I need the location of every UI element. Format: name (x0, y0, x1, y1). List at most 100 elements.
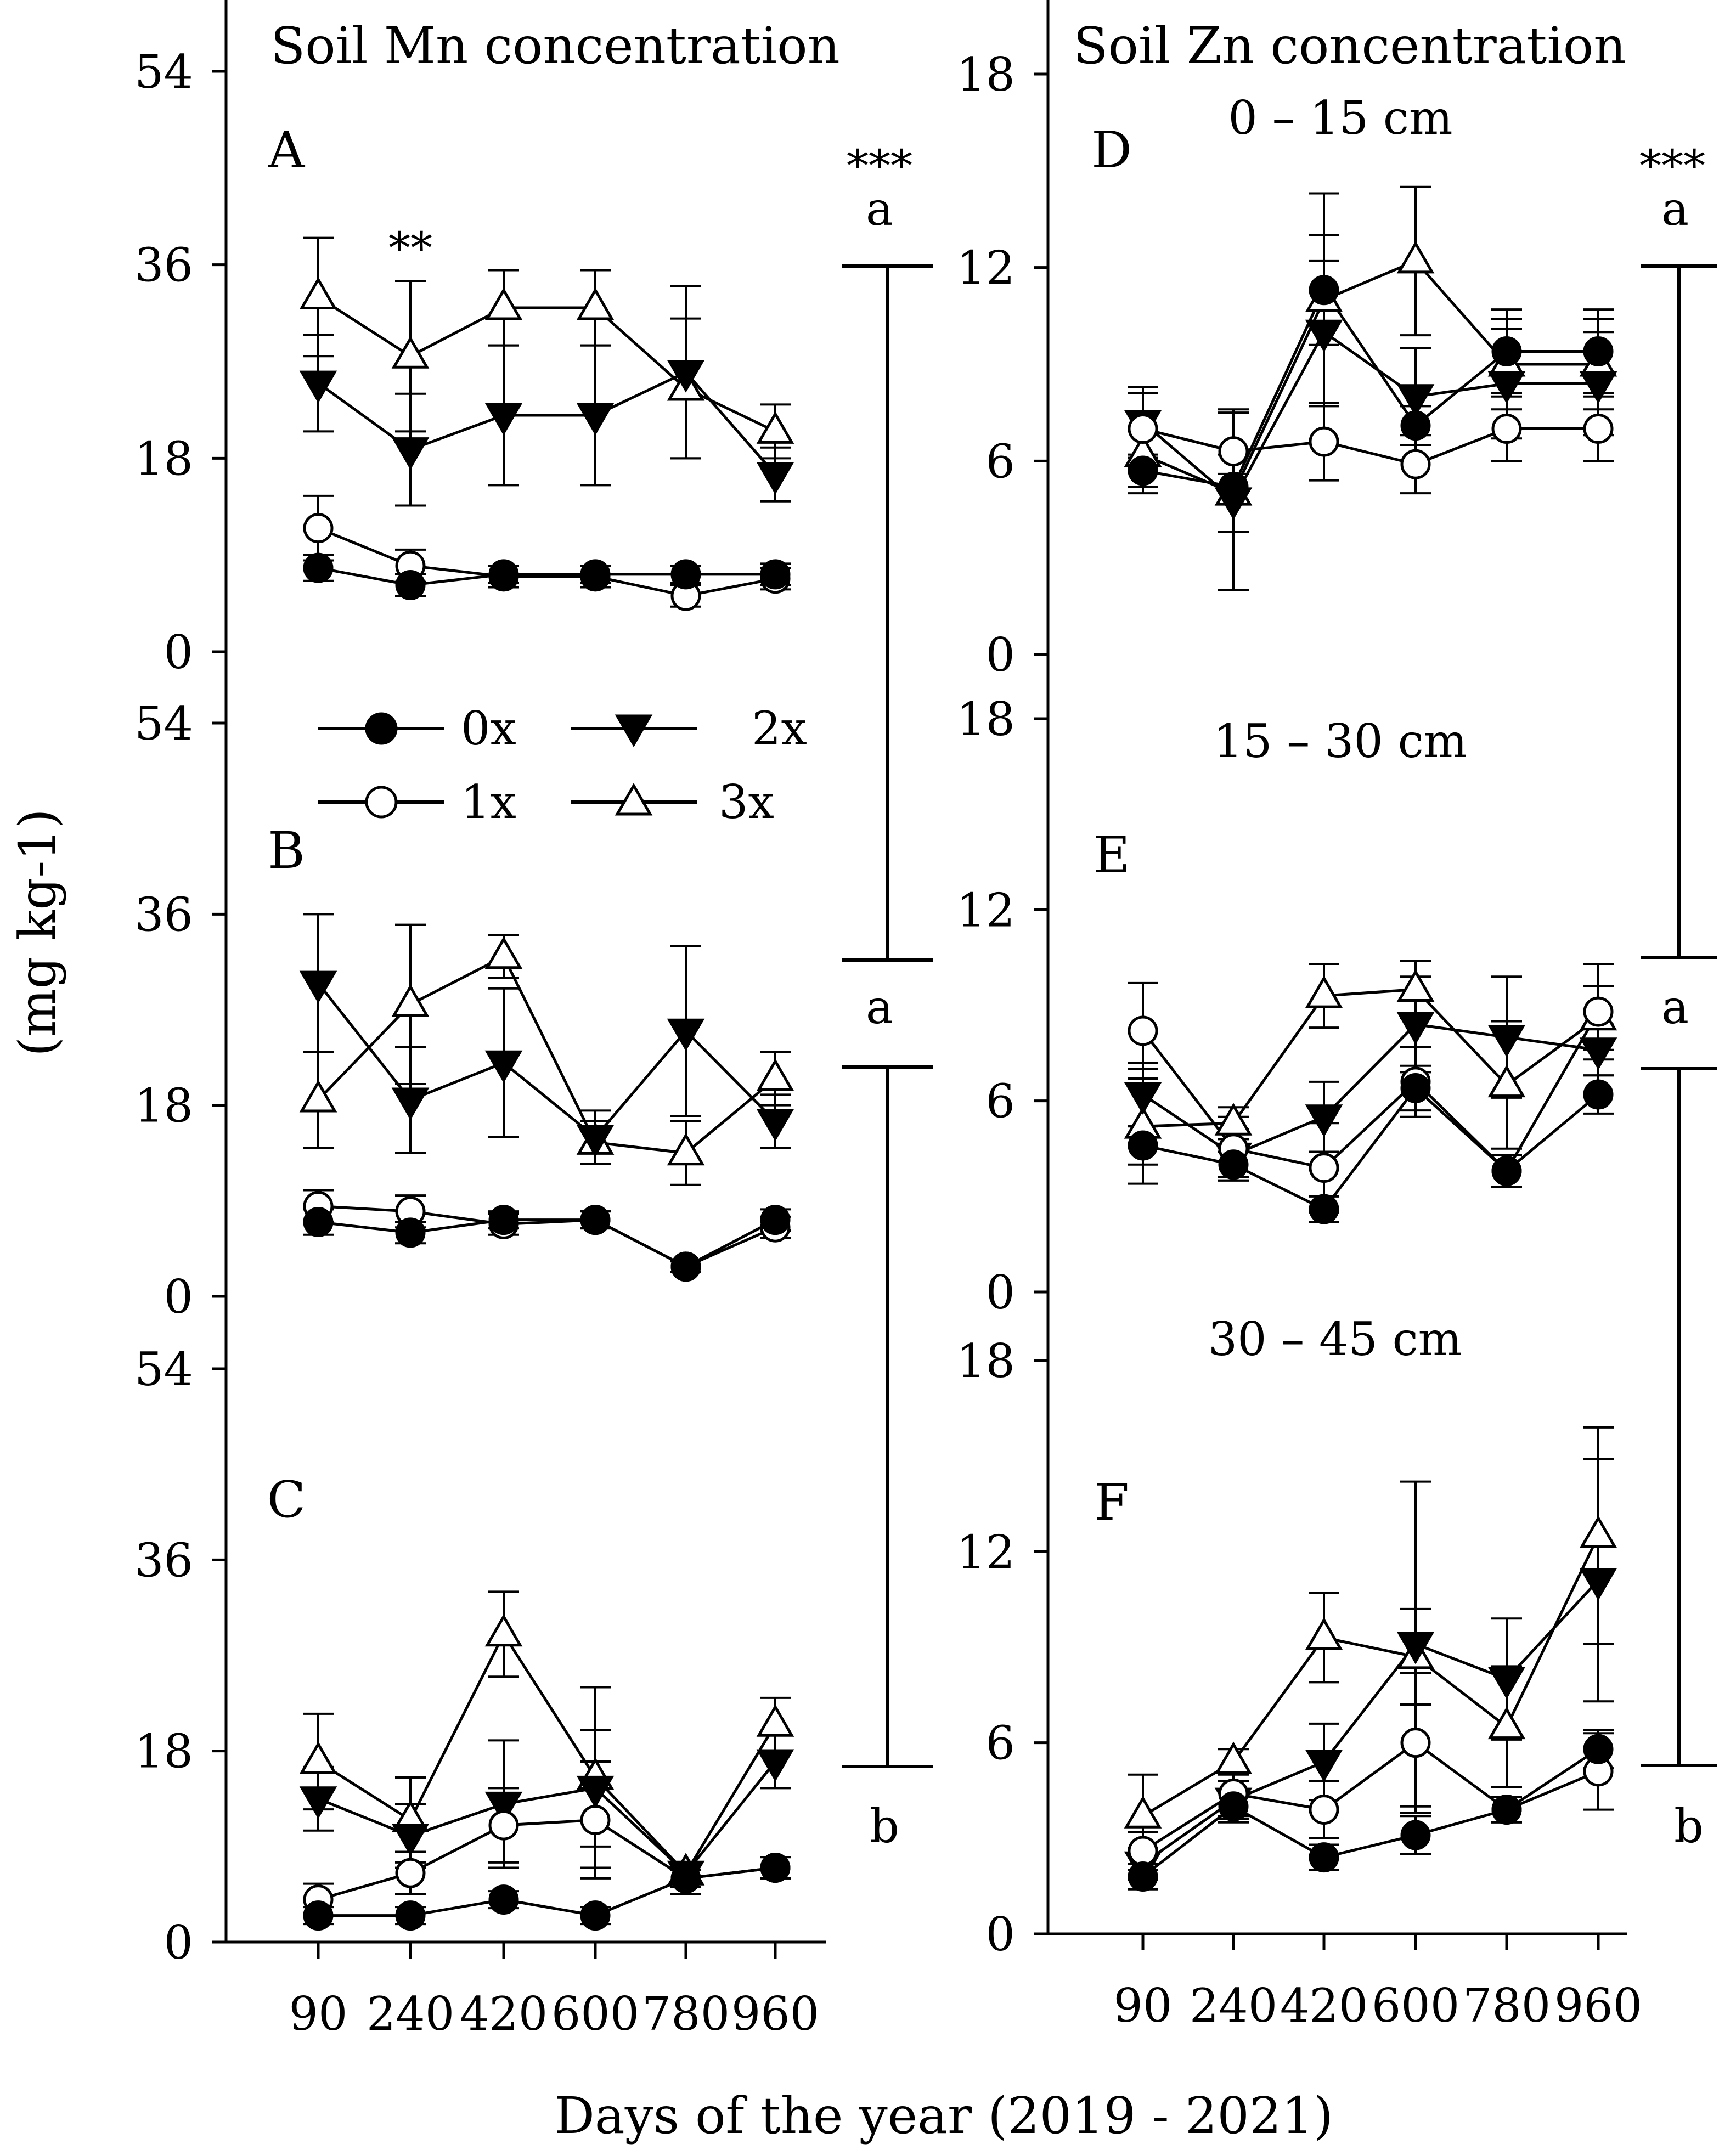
data-point-0x (1491, 1155, 1522, 1186)
data-point-2x (756, 1109, 794, 1142)
y-tick-label: 12 (956, 241, 1015, 295)
data-point-2x (1579, 1037, 1617, 1070)
data-point-2x (299, 370, 337, 404)
data-point-1x (1583, 414, 1614, 444)
data-point-2x (667, 360, 705, 393)
data-point-0x (670, 559, 701, 590)
data-point-2x (484, 1791, 523, 1825)
legend-marker-3x (615, 782, 653, 816)
y-tick-label: 36 (134, 239, 193, 292)
data-point-0x (303, 1900, 334, 1931)
panel-letter-C: C (267, 1470, 306, 1529)
y-tick-label: 12 (956, 883, 1015, 937)
data-point-1x (395, 1858, 426, 1888)
data-point-0x (670, 1251, 701, 1282)
data-point-0x (670, 1863, 701, 1894)
data-point-0x (303, 552, 334, 583)
x-axis-title: Days of the year (2019 - 2021) (554, 2086, 1333, 2145)
depth-label-0-15: 0 – 15 cm (1228, 91, 1452, 145)
data-point-2x (1305, 1750, 1343, 1782)
series-line-0x (1142, 287, 1598, 489)
x-tick-label: 240 (367, 1987, 454, 2041)
data-point-2x (484, 403, 523, 436)
panel-D: 0 6 12 18 D (956, 0, 1617, 682)
mn-significance-mark: *** (847, 140, 912, 191)
panel-C: 90 240 420 600 780 960 0 18 36 54 C (134, 1296, 826, 2041)
data-point-2x (1305, 1104, 1343, 1137)
panel-letter-E: E (1093, 826, 1130, 884)
x-tick-label: 90 (289, 1987, 348, 2041)
data-point-3x (299, 1079, 337, 1113)
legend-label-3x: 3x (719, 775, 774, 829)
data-point-0x (580, 1900, 611, 1931)
y-tick-label: 0 (986, 1908, 1015, 1961)
data-point-1x (303, 513, 334, 544)
data-point-1x (1309, 1153, 1339, 1183)
series-line-2x (317, 982, 776, 1139)
data-point-0x (1218, 1791, 1249, 1822)
data-point-0x (1309, 275, 1339, 306)
y-tick-label: 0 (164, 1916, 193, 1970)
panel-letter-F: F (1094, 1473, 1129, 1532)
data-point-0x (395, 570, 426, 601)
x-tick-label: 600 (551, 1987, 639, 2041)
data-point-2x (1579, 371, 1617, 404)
data-point-3x (484, 1613, 523, 1647)
data-point-0x (1583, 336, 1614, 366)
mn-group-letter-15-30: a (866, 980, 893, 1034)
x-tick-label: 960 (1554, 1979, 1642, 2033)
data-point-3x (756, 1704, 794, 1737)
x-tick-label: 420 (1280, 1979, 1368, 2033)
data-point-2x (391, 1823, 430, 1856)
data-point-0x (1491, 336, 1522, 366)
data-point-0x (303, 1207, 334, 1238)
data-point-3x (1305, 1617, 1343, 1650)
data-point-0x (1583, 1079, 1614, 1110)
data-point-0x (1218, 1149, 1249, 1180)
x-tick-label: 600 (1372, 1979, 1459, 2033)
data-point-3x (1487, 1064, 1526, 1098)
depth-label-15-30: 15 – 30 cm (1214, 714, 1468, 768)
zn-group-bracket (1641, 264, 1717, 1767)
data-point-3x (299, 276, 337, 309)
data-point-3x (1124, 1796, 1162, 1829)
data-point-3x (391, 984, 430, 1017)
y-tick-label: 54 (134, 45, 193, 99)
x-tick-label: 780 (642, 1987, 730, 2041)
y-axis-title: (mg kg-1) (8, 809, 67, 1056)
legend-marker-2x (615, 714, 653, 748)
data-point-2x (1124, 1082, 1162, 1115)
data-point-2x (1396, 1012, 1435, 1045)
y-tick-label: 6 (986, 1075, 1015, 1128)
mn-column-title: Soil Mn concentration (270, 16, 839, 75)
data-point-2x (299, 970, 337, 1004)
data-point-0x (1218, 471, 1249, 502)
data-point-0x (395, 1900, 426, 1931)
data-point-2x (484, 1050, 523, 1084)
data-point-0x (1583, 1734, 1614, 1764)
x-tick-label: 780 (1463, 1979, 1551, 2033)
data-point-1x (488, 1810, 519, 1841)
data-point-3x (1396, 969, 1435, 1002)
data-point-3x (1487, 1706, 1526, 1740)
data-point-2x (576, 1125, 615, 1158)
data-point-2x (391, 437, 430, 470)
y-tick-label: 36 (134, 888, 193, 941)
data-point-1x (1128, 414, 1158, 444)
series-line-2x (1142, 1579, 1599, 1865)
data-point-3x (1396, 240, 1435, 274)
zn-column-title: Soil Zn concentration (1073, 16, 1626, 75)
legend: 0x 2x 1x 3x (318, 702, 807, 829)
zn-group-letter-15-30: a (1661, 980, 1689, 1034)
legend-label-1x: 1x (461, 775, 516, 829)
y-tick-label: 0 (986, 628, 1015, 682)
legend-item-0x: 0x (318, 702, 516, 755)
data-point-3x (391, 336, 430, 369)
legend-marker-0x (365, 712, 398, 745)
series-line-1x (1142, 427, 1598, 466)
data-point-3x (1214, 1741, 1253, 1774)
y-tick-label: 0 (164, 625, 193, 679)
data-point-2x (756, 1749, 794, 1782)
